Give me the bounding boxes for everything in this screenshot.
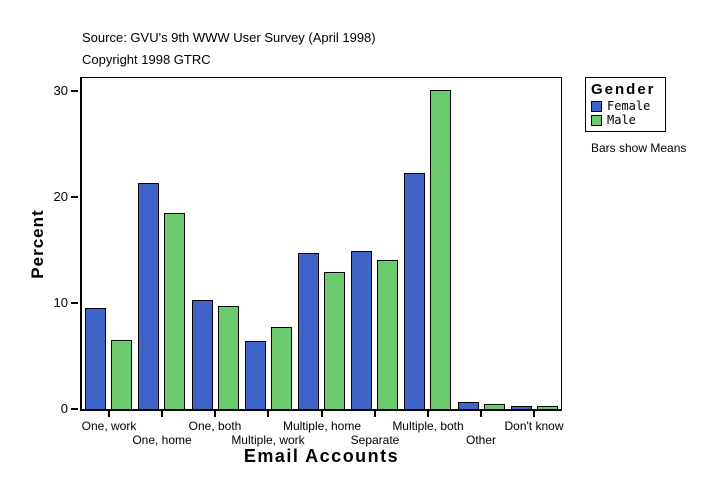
source-text: Source: GVU's 9th WWW User Survey (April… — [82, 30, 376, 45]
bar-female-1 — [85, 308, 106, 409]
y-axis-tick-label: 20 — [53, 189, 68, 204]
bar-female-7 — [404, 173, 425, 409]
x-axis-tick — [374, 411, 376, 417]
category-label: One, work — [81, 419, 137, 433]
y-axis-tick-label: 0 — [60, 401, 68, 416]
bar-male-6 — [377, 260, 398, 409]
x-axis-title: Email Accounts — [243, 446, 400, 466]
category-label: Multiple, home — [282, 419, 362, 433]
bar-female-2 — [138, 183, 159, 409]
category-label: One, home — [132, 433, 192, 447]
y-axis-tick — [71, 196, 78, 198]
category-label: Multiple, both — [392, 419, 464, 433]
bar-male-8 — [484, 404, 505, 409]
x-axis-tick — [533, 411, 535, 417]
x-axis-tick — [427, 411, 429, 417]
y-axis-tick — [71, 302, 78, 304]
legend-item-label: Male — [607, 113, 636, 127]
female-color-swatch — [591, 100, 602, 112]
legend-title: Gender — [591, 81, 656, 98]
category-label: One, both — [188, 419, 242, 433]
y-axis-label-text: Percent — [28, 209, 47, 279]
x-axis-tick — [480, 411, 482, 417]
y-axis-tick-label: 10 — [53, 295, 68, 310]
x-axis-tick — [214, 411, 216, 417]
y-axis-tick-label: 30 — [53, 83, 68, 98]
x-axis-tick — [161, 411, 163, 417]
legend-items: Female Male — [591, 100, 661, 126]
legend: Gender Female Male — [585, 77, 666, 132]
bar-male-7 — [430, 90, 451, 409]
legend-item: Male — [591, 114, 661, 126]
plot-area: Email Accounts One, work One, home One, bo… — [54, 77, 564, 466]
note-bars-show-means: Bars show Means — [591, 141, 687, 155]
bar-female-6 — [351, 251, 372, 409]
bar-female-9 — [511, 406, 532, 409]
x-axis-tick — [108, 411, 110, 417]
category-label: Multiple, work — [231, 433, 305, 447]
x-axis-tick — [267, 411, 269, 417]
bar-male-2 — [164, 213, 185, 409]
bar-female-4 — [245, 341, 266, 409]
y-axis-tick — [71, 408, 78, 410]
male-color-swatch — [591, 114, 602, 126]
y-axis-tick — [71, 90, 78, 92]
category-label: Other — [465, 433, 496, 447]
copyright-text: Copyright 1998 GTRC — [82, 52, 211, 67]
bar-male-3 — [218, 306, 239, 409]
bar-female-5 — [298, 253, 319, 409]
legend-item: Female — [591, 100, 661, 112]
bar-male-9 — [537, 406, 558, 409]
x-axis-tick — [321, 411, 323, 417]
bar-female-8 — [458, 402, 479, 409]
legend-item-label: Female — [607, 99, 651, 113]
bar-male-1 — [111, 340, 132, 409]
category-label: Don't know — [504, 419, 564, 433]
category-label: Separate — [350, 433, 400, 447]
y-axis-label: Percent — [22, 77, 54, 411]
bar-female-3 — [192, 300, 213, 409]
bar-male-4 — [271, 327, 292, 409]
bar-male-5 — [324, 272, 345, 409]
